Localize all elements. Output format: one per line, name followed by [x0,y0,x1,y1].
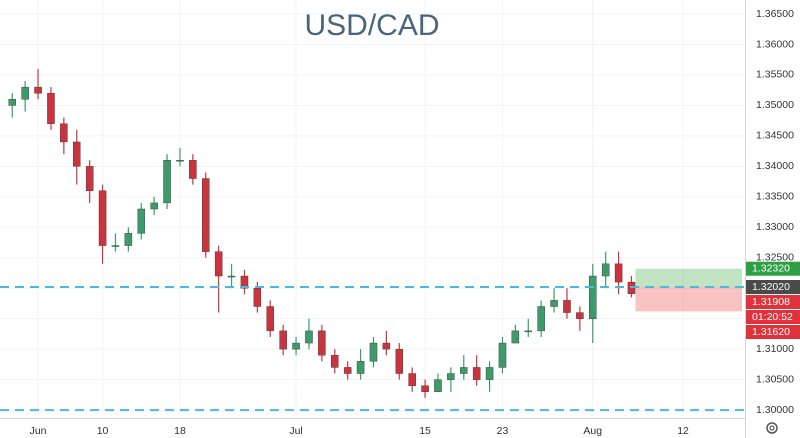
y-tick-label: 1.36500 [756,8,794,20]
x-tick-label: Jul [289,425,302,437]
candle-body [305,330,313,344]
candle-body [21,86,29,100]
x-tick-label: 12 [677,425,689,437]
candle-body [98,190,107,246]
candle-body [266,306,275,332]
candle-body [73,141,81,167]
candle-body [253,288,262,307]
y-tick-label: 1.35500 [756,69,794,81]
candle-body [150,202,158,210]
candle-body [60,123,68,143]
candle-body [343,367,352,374]
candle-body [356,361,365,374]
y-tick-label: 1.36000 [756,38,794,50]
countdown: 01:20:52 [752,311,793,323]
candle-body [601,263,610,277]
target-zone [635,268,742,287]
price-label: 1.32020 [752,281,790,293]
candle-body [85,166,94,191]
x-tick-label: Jun [30,425,47,437]
candle-body [550,300,558,307]
candle-body [331,355,339,368]
x-tick-label: 10 [97,425,109,437]
candle-body [447,373,455,380]
x-tick-label: Aug [583,425,602,437]
candle-body [421,385,429,392]
y-tick-label: 1.33500 [756,191,794,203]
price-label-bg [746,324,800,339]
candle-body [460,367,468,374]
candle-body [511,330,520,344]
price-label-bg [746,279,800,294]
candle-body [434,379,442,392]
candle-body [589,275,597,319]
plot [0,68,745,412]
price-label-bg [746,261,800,276]
candle-body [227,275,236,278]
candle-body [472,367,481,380]
y-tick-label: 1.30500 [756,373,794,385]
y-tick-label: 1.33000 [756,221,794,233]
candle-body [537,306,545,332]
x-tick-label: 23 [497,425,509,437]
candle-body [111,245,120,247]
candle-body [369,342,378,362]
x-tick-label: 15 [419,425,431,437]
candle-body [8,99,17,106]
candle-body [614,263,623,283]
y-tick-label: 1.30000 [756,404,794,416]
candle-body [176,160,184,162]
price-label: 1.31620 [752,326,790,338]
candle-body [47,93,55,124]
candle-body [240,275,249,289]
candle-body [485,367,494,380]
y-tick-label: 1.35000 [756,99,794,111]
candle-body [137,208,146,234]
candle-body [34,86,42,94]
candle-body [576,312,584,319]
candle-body [214,251,223,277]
candle-body [382,342,391,350]
candle-body [292,342,300,350]
price-label-bg [746,294,800,309]
y-tick-label: 1.32500 [756,252,794,264]
price-label: 1.31908 [752,296,790,308]
candle-body [202,178,210,252]
candle-body [318,330,326,356]
stop-zone [635,286,742,312]
candle-body [163,160,171,204]
candle-body [279,330,287,350]
x-tick-label: 18 [174,425,186,437]
settings-icon[interactable] [766,422,778,434]
axes: 1.300001.305001.310001.315001.320001.325… [30,8,800,437]
y-tick-label: 1.34500 [756,130,794,142]
candle-body [408,373,416,386]
candle-body [498,342,507,368]
y-tick-label: 1.34000 [756,160,794,172]
candle-body [189,160,197,179]
chart-title: USD/CAD [304,9,439,42]
y-tick-label: 1.31000 [756,343,794,355]
candle-body [563,300,571,313]
candle-body [524,330,533,333]
candle-body [395,348,404,374]
candle-body [124,233,133,246]
countdown-bg [746,309,800,324]
price-label: 1.32320 [752,262,790,274]
